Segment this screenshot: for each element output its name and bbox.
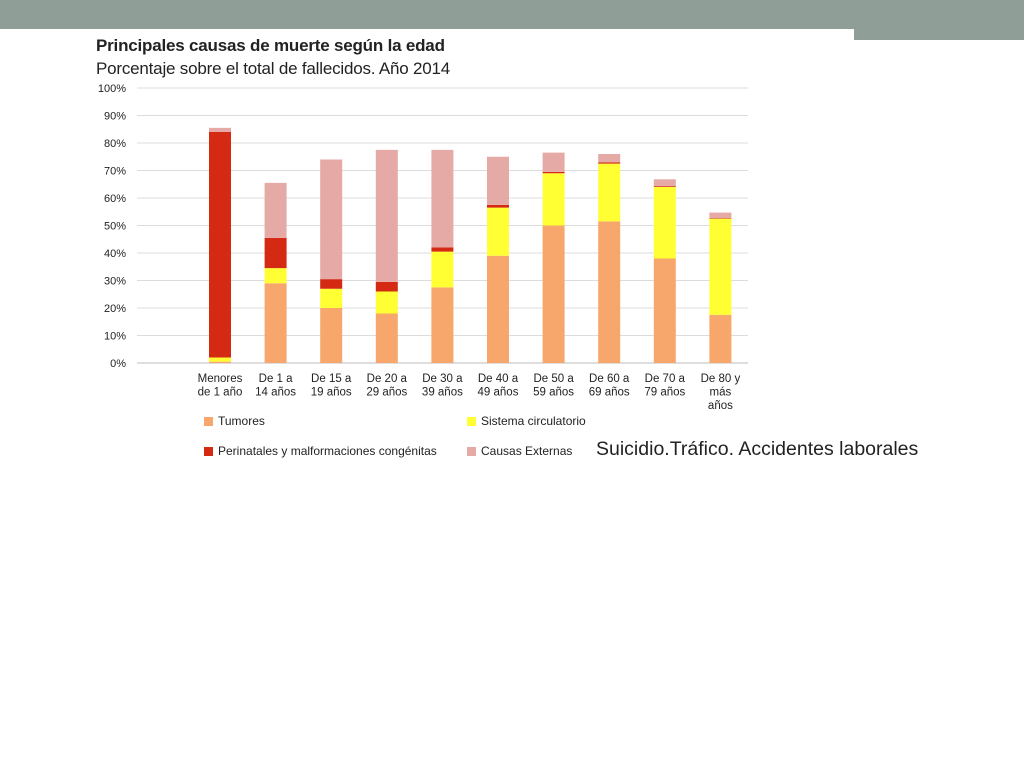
annotation-text: Suicidio.Tráfico. Accidentes laborales (596, 438, 919, 460)
bar-segment-perinatales (320, 279, 343, 289)
legend-item-causas-externas: Causas Externas (467, 443, 572, 459)
bar-segment-tumores (209, 361, 231, 363)
bar-segment-perinatales (653, 186, 676, 187)
legend-swatch-perinatales (204, 446, 213, 456)
legend-item-sistema-circulatorio: Sistema circulatorio (467, 413, 586, 429)
bar-segment-sistema-circulatorio (598, 163, 621, 222)
y-tick-label: 20% (104, 303, 126, 315)
bar-segment-tumores (320, 308, 343, 363)
legend-label-causas-externas: Causas Externas (481, 444, 573, 458)
y-tick-label: 70% (104, 166, 126, 178)
bar-segment-perinatales (598, 162, 621, 164)
bar-segment-sistema-circulatorio (431, 251, 454, 288)
x-category-label: De 30 a 39 años (422, 373, 463, 399)
y-tick-label: 40% (104, 248, 126, 260)
legend-label-perinatales: Perinatales y malformaciones congénitas (218, 444, 437, 458)
bar-segment-perinatales (264, 237, 287, 269)
y-tick-label: 80% (104, 138, 126, 150)
bar-segment-tumores (709, 314, 732, 363)
bar-segment-causas-externas (320, 159, 343, 280)
x-category-label: De 1 a 14 años (255, 373, 296, 399)
x-category-label: De 60 a 69 años (589, 373, 630, 399)
bars-layer (209, 127, 732, 363)
bar-segment-causas-externas (209, 127, 231, 132)
bar-segment-perinatales (375, 281, 398, 292)
bar-segment-causas-externas (653, 179, 676, 187)
bar-segment-perinatales (209, 132, 231, 358)
chart-title: Principales causas de muerte según la ed… (96, 36, 445, 55)
bar-segment-causas-externas (709, 212, 732, 219)
x-category-label: De 40 a 49 años (478, 373, 519, 399)
bar-segment-sistema-circulatorio (542, 173, 565, 226)
y-tick-label: 30% (104, 276, 126, 288)
bar-segment-perinatales (542, 171, 565, 174)
y-tick-label: 90% (104, 111, 126, 123)
bar-segment-sistema-circulatorio (375, 291, 398, 314)
legend-swatch-tumores (204, 416, 213, 426)
x-category-label: De 15 a 19 años (311, 373, 352, 399)
bar-segment-perinatales (431, 247, 454, 252)
bar-segment-sistema-circulatorio (487, 207, 509, 256)
bar-segment-causas-externas (487, 156, 509, 205)
chart-subtitle: Porcentaje sobre el total de fallecidos.… (96, 59, 451, 78)
bar-segment-tumores (264, 283, 287, 363)
bar-segment-sistema-circulatorio (320, 288, 343, 308)
legend-label-tumores: Tumores (218, 414, 265, 428)
x-category-label: De 20 a 29 años (366, 373, 407, 399)
legend-label-sistema-circulatorio: Sistema circulatorio (481, 414, 586, 428)
y-tick-label: 10% (104, 331, 126, 343)
legend-swatch-sistema-circulatorio (467, 416, 476, 426)
x-category-label: Menores de 1 año (198, 373, 243, 399)
bar-segment-sistema-circulatorio (653, 187, 676, 259)
x-category-label: De 70 a 79 años (644, 373, 685, 399)
bar-segment-tumores (375, 313, 398, 363)
bar-segment-tumores (487, 255, 509, 363)
bar-segment-perinatales (709, 218, 732, 219)
bar-segment-causas-externas (375, 149, 398, 282)
y-tick-label: 100% (98, 83, 126, 95)
y-tick-label: 60% (104, 193, 126, 205)
x-category-label: De 80 y más años (701, 373, 741, 412)
legend-item-perinatales: Perinatales y malformaciones congénitas (204, 443, 437, 459)
x-category-label: De 50 a 59 años (533, 373, 574, 399)
header-bar (0, 0, 1024, 29)
bar-segment-perinatales (487, 204, 509, 208)
y-tick-label: 0% (110, 358, 126, 370)
bar-segment-causas-externas (264, 182, 287, 238)
bar-segment-sistema-circulatorio (264, 268, 287, 284)
bar-segment-tumores (431, 287, 454, 363)
y-tick-label: 50% (104, 221, 126, 233)
bar-segment-sistema-circulatorio (709, 218, 732, 315)
legend-item-tumores: Tumores (204, 413, 265, 429)
bar-segment-causas-externas (542, 152, 565, 172)
bar-segment-causas-externas (598, 154, 621, 163)
bar-segment-sistema-circulatorio (209, 357, 231, 362)
header-bar-tab (854, 29, 1024, 40)
bar-segment-tumores (542, 225, 565, 363)
labels-layer: 0% 10% 20% 30% 40% 50% 60% 70% 80% 90% 100% Menores… (98, 83, 741, 412)
bar-segment-causas-externas (431, 149, 454, 248)
bar-segment-tumores (653, 258, 676, 363)
bar-segment-tumores (598, 221, 621, 363)
legend-swatch-causas-externas (467, 446, 476, 456)
